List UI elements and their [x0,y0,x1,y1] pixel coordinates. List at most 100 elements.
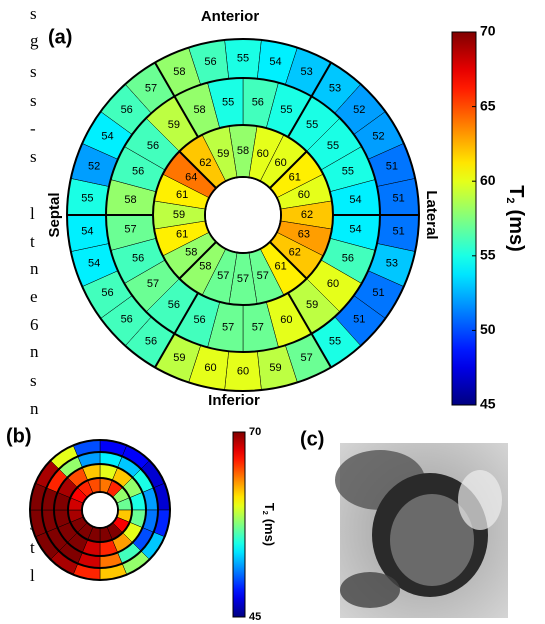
margin-text: s [30,62,37,81]
segment-value: 52 [88,161,100,173]
colorbar-tick-label: 70 [480,23,496,39]
margin-text: l [30,566,35,585]
segment-value: 59 [269,362,281,374]
colorbar-label: T2(ms) [504,185,527,252]
margin-text: t [30,538,35,557]
margin-text: s [30,371,37,390]
segment-value: 56 [132,165,144,177]
segment-value: 59 [306,299,318,311]
segment-value: 54 [349,224,361,236]
segment-value: 55 [280,104,292,116]
segment-value: 54 [88,257,100,269]
segment-value: 64 [185,171,197,183]
segment-value: 60 [237,365,249,377]
segment-value: 60 [327,278,339,290]
segment-value: 60 [274,157,286,169]
mri-region [458,470,502,530]
segment-value: 57 [237,273,249,285]
segment-value: 53 [386,257,398,269]
segment-value: 55 [329,336,341,348]
segment-value: 58 [193,104,205,116]
segment-value: 51 [353,314,365,326]
bullseye [30,440,170,580]
segment-value: 56 [121,104,133,116]
segment-value: 56 [145,336,157,348]
margin-text: n [30,399,39,418]
colorbar-label-symbol: T [505,185,527,197]
segment-value: 51 [386,161,398,173]
margin-text: t [30,232,35,251]
segment-value: 54 [101,131,113,143]
margin-text: n [30,342,39,361]
colorbar-label-subscript: 2 [261,511,269,515]
colorbar-label-symbol: T [262,503,277,511]
center-hole [206,178,280,252]
segment-value: 58 [124,194,136,206]
margin-text: s [30,4,37,23]
segment-value: 55 [81,193,93,205]
segment-value: 60 [257,148,269,160]
segment-value: 51 [393,225,405,237]
segment-value: 53 [329,82,341,94]
segment-value: 63 [298,229,310,241]
segment-value: 61 [289,171,301,183]
colorbar-tick-label: 45 [249,611,261,623]
segment-value: 56 [132,252,144,264]
segment-value: 51 [372,287,384,299]
segment-value: 61 [176,189,188,201]
colorbar-label: T2 (ms) [261,503,277,546]
margin-text: g [30,31,39,50]
segment-value: 57 [301,352,313,364]
colorbar-tick-label: 65 [480,97,496,113]
segment-value: 55 [306,119,318,131]
colorbar-tick-label: 45 [480,396,496,412]
segment-value: 56 [193,314,205,326]
segment-value: 57 [124,224,136,236]
segment-value: 54 [269,56,281,68]
segment-value: 56 [342,252,354,264]
segment-value: 56 [252,96,264,108]
segment-value: 51 [393,193,405,205]
margin-text: 6 [30,315,39,334]
segment-value: 55 [222,96,234,108]
segment-value: 52 [353,104,365,116]
segment-value: 61 [274,261,286,273]
segment-value: 60 [280,314,292,326]
mri-region [340,572,400,608]
margin-text: s [30,147,37,166]
colorbar-tick-label: 70 [249,426,261,438]
direction-label: Anterior [201,8,260,25]
margin-text: e [30,287,38,306]
colorbar-label-unit: (ms) [262,519,277,546]
colorbar-label-unit: (ms) [505,210,527,252]
segment-value: 57 [147,278,159,290]
segment-value: 56 [168,299,180,311]
segment-value: 59 [173,209,185,221]
figure: (c) sgss-sltne6nsnytl5860606160626362615… [0,0,545,624]
panel-label: (a) [48,26,72,48]
direction-label: Lateral [423,190,440,239]
colorbar-tick-label: 60 [480,172,496,188]
segment-value: 58 [173,66,185,78]
panel-label: (b) [6,425,32,447]
panel-c: (c) [300,428,508,618]
segment-value: 60 [204,362,216,374]
segment-value: 57 [145,82,157,94]
colorbar [233,432,245,617]
segment-value: 58 [185,247,197,259]
colorbar-tick-label: 50 [480,321,496,337]
segment-value: 56 [121,314,133,326]
direction-label: Inferior [208,392,260,409]
segment-value: 55 [237,52,249,64]
segment-value: 54 [349,194,361,206]
colorbar [452,32,476,405]
margin-text: - [30,119,36,138]
segment-value: 59 [217,148,229,160]
segment-value: 52 [372,131,384,143]
segment-value: 55 [342,165,354,177]
segment-value: 56 [101,287,113,299]
margin-text: s [30,91,37,110]
margin-text: l [30,204,35,223]
segment-value: 59 [168,119,180,131]
